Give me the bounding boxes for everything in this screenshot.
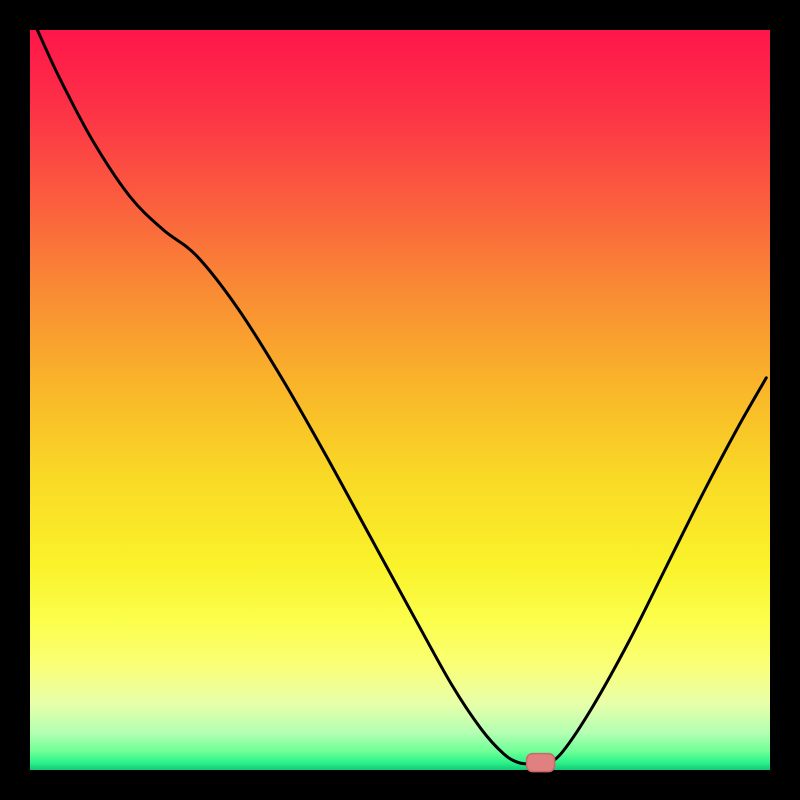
- chart-stage: TheBottleneck.com: [0, 0, 800, 800]
- plot-background: [30, 30, 770, 770]
- bottleneck-chart: [0, 0, 800, 800]
- optimal-marker: [527, 754, 555, 772]
